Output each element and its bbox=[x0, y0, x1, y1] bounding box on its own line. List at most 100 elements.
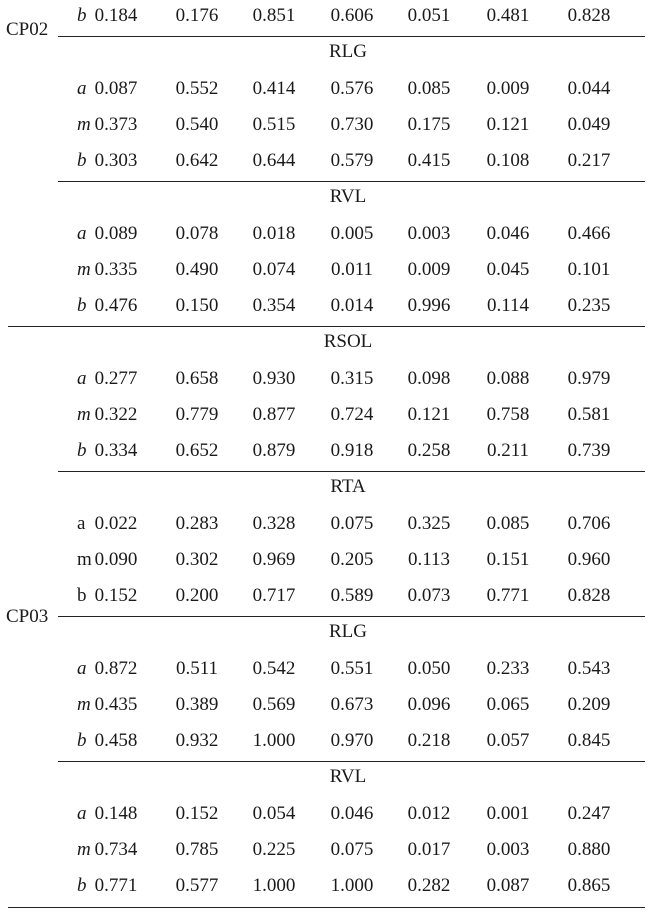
table-cell: 0.979 bbox=[567, 368, 611, 389]
table-cell: 0.466 bbox=[567, 223, 611, 244]
table-cell: 0.414 bbox=[252, 78, 296, 99]
row-variable: a bbox=[77, 658, 87, 679]
table-cell: 0.785 bbox=[175, 839, 219, 860]
section-header: RSOL bbox=[323, 331, 373, 352]
table-cell: 0.576 bbox=[330, 78, 374, 99]
table-cell: 0.225 bbox=[252, 839, 296, 860]
table-cell: 0.211 bbox=[486, 440, 530, 461]
table-cell: 0.018 bbox=[252, 223, 296, 244]
table-cell: 0.322 bbox=[94, 404, 138, 425]
section-separator bbox=[58, 761, 645, 762]
row-variable: b bbox=[77, 875, 87, 896]
row-variable: a bbox=[77, 368, 87, 389]
table-cell: 1.000 bbox=[252, 875, 296, 896]
table-cell: 0.087 bbox=[486, 875, 530, 896]
table-cell: 0.828 bbox=[567, 585, 611, 606]
table-cell: 0.724 bbox=[330, 404, 374, 425]
table-cell: 1.000 bbox=[330, 875, 374, 896]
table-cell: 0.098 bbox=[407, 368, 451, 389]
table-cell: 0.184 bbox=[94, 5, 138, 26]
row-variable: b bbox=[77, 730, 87, 751]
table-cell: 0.969 bbox=[252, 549, 296, 570]
table-cell: 0.075 bbox=[330, 513, 374, 534]
table-cell: 0.771 bbox=[486, 585, 530, 606]
table-cell: 0.779 bbox=[175, 404, 219, 425]
table-cell: 0.233 bbox=[486, 658, 530, 679]
table-cell: 0.325 bbox=[407, 513, 451, 534]
table-cell: 0.542 bbox=[252, 658, 296, 679]
table-cell: 0.644 bbox=[252, 150, 296, 171]
table-cell: 0.065 bbox=[486, 694, 530, 715]
table-cell: 0.258 bbox=[407, 440, 451, 461]
table-cell: 0.739 bbox=[567, 440, 611, 461]
table-cell: 0.113 bbox=[407, 549, 451, 570]
table-cell: 0.960 bbox=[567, 549, 611, 570]
table-cell: 0.511 bbox=[175, 658, 219, 679]
table-cell: 0.930 bbox=[252, 368, 296, 389]
table-cell: 0.642 bbox=[175, 150, 219, 171]
table-cell: 0.009 bbox=[407, 259, 451, 280]
table-cell: 0.090 bbox=[94, 549, 138, 570]
group-separator bbox=[8, 326, 645, 327]
table-cell: 0.057 bbox=[486, 730, 530, 751]
table-cell: 0.205 bbox=[330, 549, 374, 570]
table-cell: 0.303 bbox=[94, 150, 138, 171]
table-cell: 0.085 bbox=[486, 513, 530, 534]
table-cell: 0.235 bbox=[567, 295, 611, 316]
table-cell: 0.046 bbox=[330, 803, 374, 824]
table-cell: 0.872 bbox=[94, 658, 138, 679]
table-cell: 0.932 bbox=[175, 730, 219, 751]
table-cell: 0.012 bbox=[407, 803, 451, 824]
table-cell: 0.652 bbox=[175, 440, 219, 461]
table-cell: 0.005 bbox=[330, 223, 374, 244]
table-cell: 0.075 bbox=[330, 839, 374, 860]
table-cell: 0.175 bbox=[407, 114, 451, 135]
table-cell: 0.017 bbox=[407, 839, 451, 860]
table-cell: 0.121 bbox=[407, 404, 451, 425]
group-label: CP02 bbox=[6, 19, 49, 40]
table-cell: 0.302 bbox=[175, 549, 219, 570]
table-cell: 0.880 bbox=[567, 839, 611, 860]
table-cell: 0.078 bbox=[175, 223, 219, 244]
table-cell: 0.045 bbox=[486, 259, 530, 280]
row-variable: b bbox=[77, 150, 87, 171]
table-cell: 0.334 bbox=[94, 440, 138, 461]
table-cell: 0.283 bbox=[175, 513, 219, 534]
row-variable: m bbox=[77, 549, 92, 570]
table-cell: 0.328 bbox=[252, 513, 296, 534]
section-header: RLG bbox=[329, 621, 367, 642]
row-variable: b bbox=[77, 295, 87, 316]
table-cell: 0.734 bbox=[94, 839, 138, 860]
section-header: RTA bbox=[330, 476, 366, 497]
table-cell: 0.828 bbox=[567, 5, 611, 26]
section-separator bbox=[58, 471, 645, 472]
table-cell: 0.085 bbox=[407, 78, 451, 99]
table-cell: 0.771 bbox=[94, 875, 138, 896]
table-cell: 0.373 bbox=[94, 114, 138, 135]
row-variable: m bbox=[77, 114, 91, 135]
table-cell: 0.046 bbox=[486, 223, 530, 244]
table-cell: 0.001 bbox=[486, 803, 530, 824]
table-cell: 0.176 bbox=[175, 5, 219, 26]
table-cell: 0.577 bbox=[175, 875, 219, 896]
row-variable: a bbox=[77, 223, 87, 244]
table-cell: 0.658 bbox=[175, 368, 219, 389]
table-cell: 0.717 bbox=[252, 585, 296, 606]
table-cell: 0.490 bbox=[175, 259, 219, 280]
table-cell: 0.101 bbox=[567, 259, 611, 280]
row-variable: m bbox=[77, 694, 91, 715]
table-cell: 0.543 bbox=[567, 658, 611, 679]
row-variable: m bbox=[77, 404, 91, 425]
table-cell: 0.089 bbox=[94, 223, 138, 244]
table-cell: 0.121 bbox=[486, 114, 530, 135]
table-cell: 0.845 bbox=[567, 730, 611, 751]
table-cell: 0.673 bbox=[330, 694, 374, 715]
table-cell: 0.088 bbox=[486, 368, 530, 389]
row-variable: a bbox=[77, 803, 87, 824]
table-cell: 0.970 bbox=[330, 730, 374, 751]
table-cell: 0.152 bbox=[94, 585, 138, 606]
table-cell: 0.003 bbox=[486, 839, 530, 860]
table-cell: 0.054 bbox=[252, 803, 296, 824]
table-cell: 0.049 bbox=[567, 114, 611, 135]
table-cell: 0.435 bbox=[94, 694, 138, 715]
